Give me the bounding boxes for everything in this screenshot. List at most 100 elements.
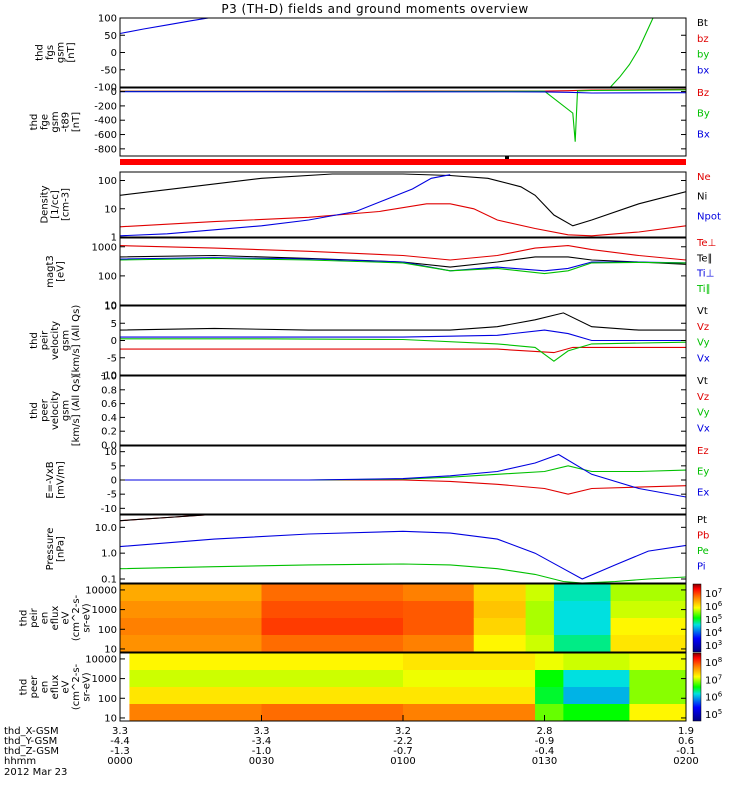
y-tick-label: -600 xyxy=(94,130,117,141)
heatmap-cell xyxy=(403,653,536,671)
y-tick-label: -10 xyxy=(101,371,117,382)
y-tick-label: 10 xyxy=(104,301,117,312)
y-tick-label: 100 xyxy=(98,176,117,187)
heatmap-cell xyxy=(563,687,630,705)
heatmap-cell xyxy=(120,601,262,619)
panel-peer: Vt Vz Vy Vx 1.0 0.8 0.6 0.4 0.2 0.0 thd peer velocit… xyxy=(29,372,710,452)
heatmap-cell xyxy=(473,584,527,602)
y-axis-label: velocity xyxy=(50,391,61,430)
y-axis-label: gsm xyxy=(55,42,66,63)
panel-density: Ne Ni Npot 100 10 1 Density [1/cc] [cm-3] xyxy=(40,171,721,244)
heatmap-cell xyxy=(403,601,475,619)
heatmap-cell xyxy=(610,601,686,619)
series-group xyxy=(120,453,686,498)
y-axis-label: peer xyxy=(29,675,40,699)
legend-label: Ey xyxy=(697,467,709,478)
heatmap-cell xyxy=(553,584,612,602)
heatmap-cell xyxy=(120,687,130,705)
y-tick-label: -5 xyxy=(107,490,117,501)
legend-label: Vx xyxy=(697,353,710,364)
legend-label: Vz xyxy=(697,392,709,403)
y-axis-label: thd xyxy=(19,610,30,627)
x-tick-label: -4.4 xyxy=(110,736,130,747)
y-tick-label: 10.0 xyxy=(95,523,117,534)
heatmap-cell xyxy=(403,704,536,721)
legend-label: Ex xyxy=(697,487,709,498)
legend-label: Vx xyxy=(697,423,710,434)
y-tick-label: 0.6 xyxy=(101,399,117,410)
heatmap-cell xyxy=(610,635,686,652)
heatmap-cell xyxy=(610,584,686,602)
heatmap-cell xyxy=(525,584,555,602)
x-tick-label: -1.3 xyxy=(110,746,130,757)
x-tick-label: 0.6 xyxy=(678,736,694,747)
colorbar-tick-label: 107 xyxy=(705,673,722,686)
colorbar xyxy=(692,583,702,653)
panel-frame xyxy=(119,87,687,157)
series-te∥-line xyxy=(120,254,686,268)
y-tick-label: 5 xyxy=(111,461,117,472)
x-tick-label: 0130 xyxy=(531,756,558,767)
y-axis-label: thd xyxy=(29,332,40,349)
legend-label: Bx xyxy=(697,129,710,140)
x-tick-label: 0030 xyxy=(248,756,275,767)
y-tick-label: 100 xyxy=(98,271,117,282)
y-axis-label: magt3 xyxy=(45,255,56,288)
y-tick-label: 0 xyxy=(111,336,117,347)
heatmap-cell xyxy=(129,670,262,688)
x-axis-row-label: hhmm xyxy=(4,756,37,767)
legend-label: Vy xyxy=(697,338,710,349)
heatmap-cell xyxy=(525,618,555,636)
y-tick-label: 1000 xyxy=(92,605,117,616)
series-bx-line xyxy=(120,18,212,35)
legend-label: Pe xyxy=(697,546,709,557)
series-ez-line xyxy=(120,479,686,495)
heatmap-cell xyxy=(261,670,404,688)
legend-label: Ti⊥ xyxy=(696,269,714,280)
legend-label: Ti∥ xyxy=(696,284,711,295)
x-axis-row-label: thd_X-GSM xyxy=(4,726,59,737)
heatmap xyxy=(120,584,686,652)
y-axis-label: Density xyxy=(40,185,51,223)
heatmap-cell xyxy=(261,653,404,671)
legend-label: bz xyxy=(697,34,709,45)
heatmap-cell xyxy=(403,618,475,636)
heatmap-cell xyxy=(120,635,262,652)
heatmap-cell xyxy=(403,687,536,705)
heatmap-cell xyxy=(403,670,536,688)
y-axis-label: en xyxy=(40,681,51,694)
y-tick-label: 10 xyxy=(104,447,117,458)
legend-label: Pt xyxy=(697,515,707,526)
heatmap-cell xyxy=(535,653,564,671)
heatmap-cell xyxy=(261,635,404,652)
y-axis-label: [mV/m] xyxy=(55,461,66,499)
y-axis-label: sr-eV) xyxy=(82,603,93,632)
y-axis-label: [1/cc] xyxy=(50,190,61,219)
y-axis-label: [km/s] (All Qs) xyxy=(71,375,82,447)
series-ne-line xyxy=(120,203,686,237)
heatmap-cell xyxy=(629,704,686,721)
y-axis-label: fge xyxy=(40,114,51,130)
x-tick-label: 2.8 xyxy=(536,726,553,737)
heatmap-cell xyxy=(629,653,686,671)
heatmap-cell xyxy=(473,635,527,652)
colorbar-tick-label: 103 xyxy=(705,639,722,652)
y-axis-label: [cm-3] xyxy=(61,188,72,221)
panel-peir: Vt Vz Vy Vx 10 5 0 -5 -10 thd peir velocity gsm [km/s… xyxy=(29,302,710,382)
y-tick-label: -50 xyxy=(101,65,117,76)
legend-label: bx xyxy=(697,65,709,76)
y-tick-label: 1.0 xyxy=(101,549,117,560)
panel-fge: Bz By Bx 0 -200 -400 -600 -800 thd fge gsm -t89 [nT] xyxy=(29,87,710,157)
y-axis-label: [eV] xyxy=(55,261,66,282)
legend-label: By xyxy=(697,109,710,120)
series-te⊥-line xyxy=(120,245,686,261)
y-tick-label: -400 xyxy=(94,116,117,127)
heatmap-cell xyxy=(610,618,686,636)
y-tick-label: 1 xyxy=(111,233,117,244)
heatmap-cell xyxy=(535,670,564,688)
legend-label: Bt xyxy=(697,18,708,29)
heatmap-cell xyxy=(120,618,262,636)
heatmap-cell xyxy=(553,635,612,652)
y-axis-label: thd xyxy=(29,114,40,131)
